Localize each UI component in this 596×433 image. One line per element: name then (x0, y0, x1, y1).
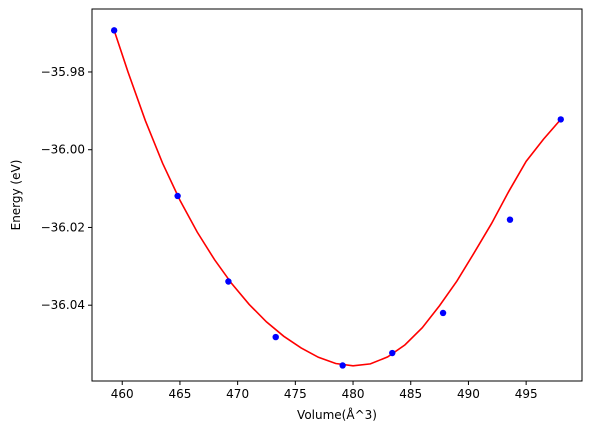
data-point (506, 216, 514, 223)
y-tick-label: −36.00 (41, 143, 85, 157)
data-point (389, 349, 396, 357)
x-tick-label: 470 (226, 387, 249, 401)
y-axis-label: Energy (eV) (9, 160, 23, 231)
data-point (225, 278, 232, 285)
data-point (439, 309, 447, 317)
data-point (557, 116, 564, 123)
x-tick-label: 480 (342, 387, 365, 401)
x-tick-label: 475 (284, 387, 307, 401)
x-tick-label: 485 (399, 387, 422, 401)
y-tick-label: −35.98 (41, 65, 85, 79)
data-point (174, 192, 181, 200)
data-point (110, 27, 118, 34)
y-tick-label: −36.02 (41, 220, 85, 234)
x-tick-label: 465 (168, 387, 191, 401)
axes-frame (91, 8, 583, 382)
x-tick-label: 495 (515, 387, 538, 401)
x-axis-label: Volume(Å^3) (297, 407, 377, 422)
data-point (339, 362, 346, 369)
y-tick-label: −36.04 (41, 298, 85, 312)
x-tick-label: 490 (457, 387, 480, 401)
data-point (272, 333, 279, 341)
fit-curve (113, 30, 562, 367)
x-tick-label: 460 (111, 387, 134, 401)
